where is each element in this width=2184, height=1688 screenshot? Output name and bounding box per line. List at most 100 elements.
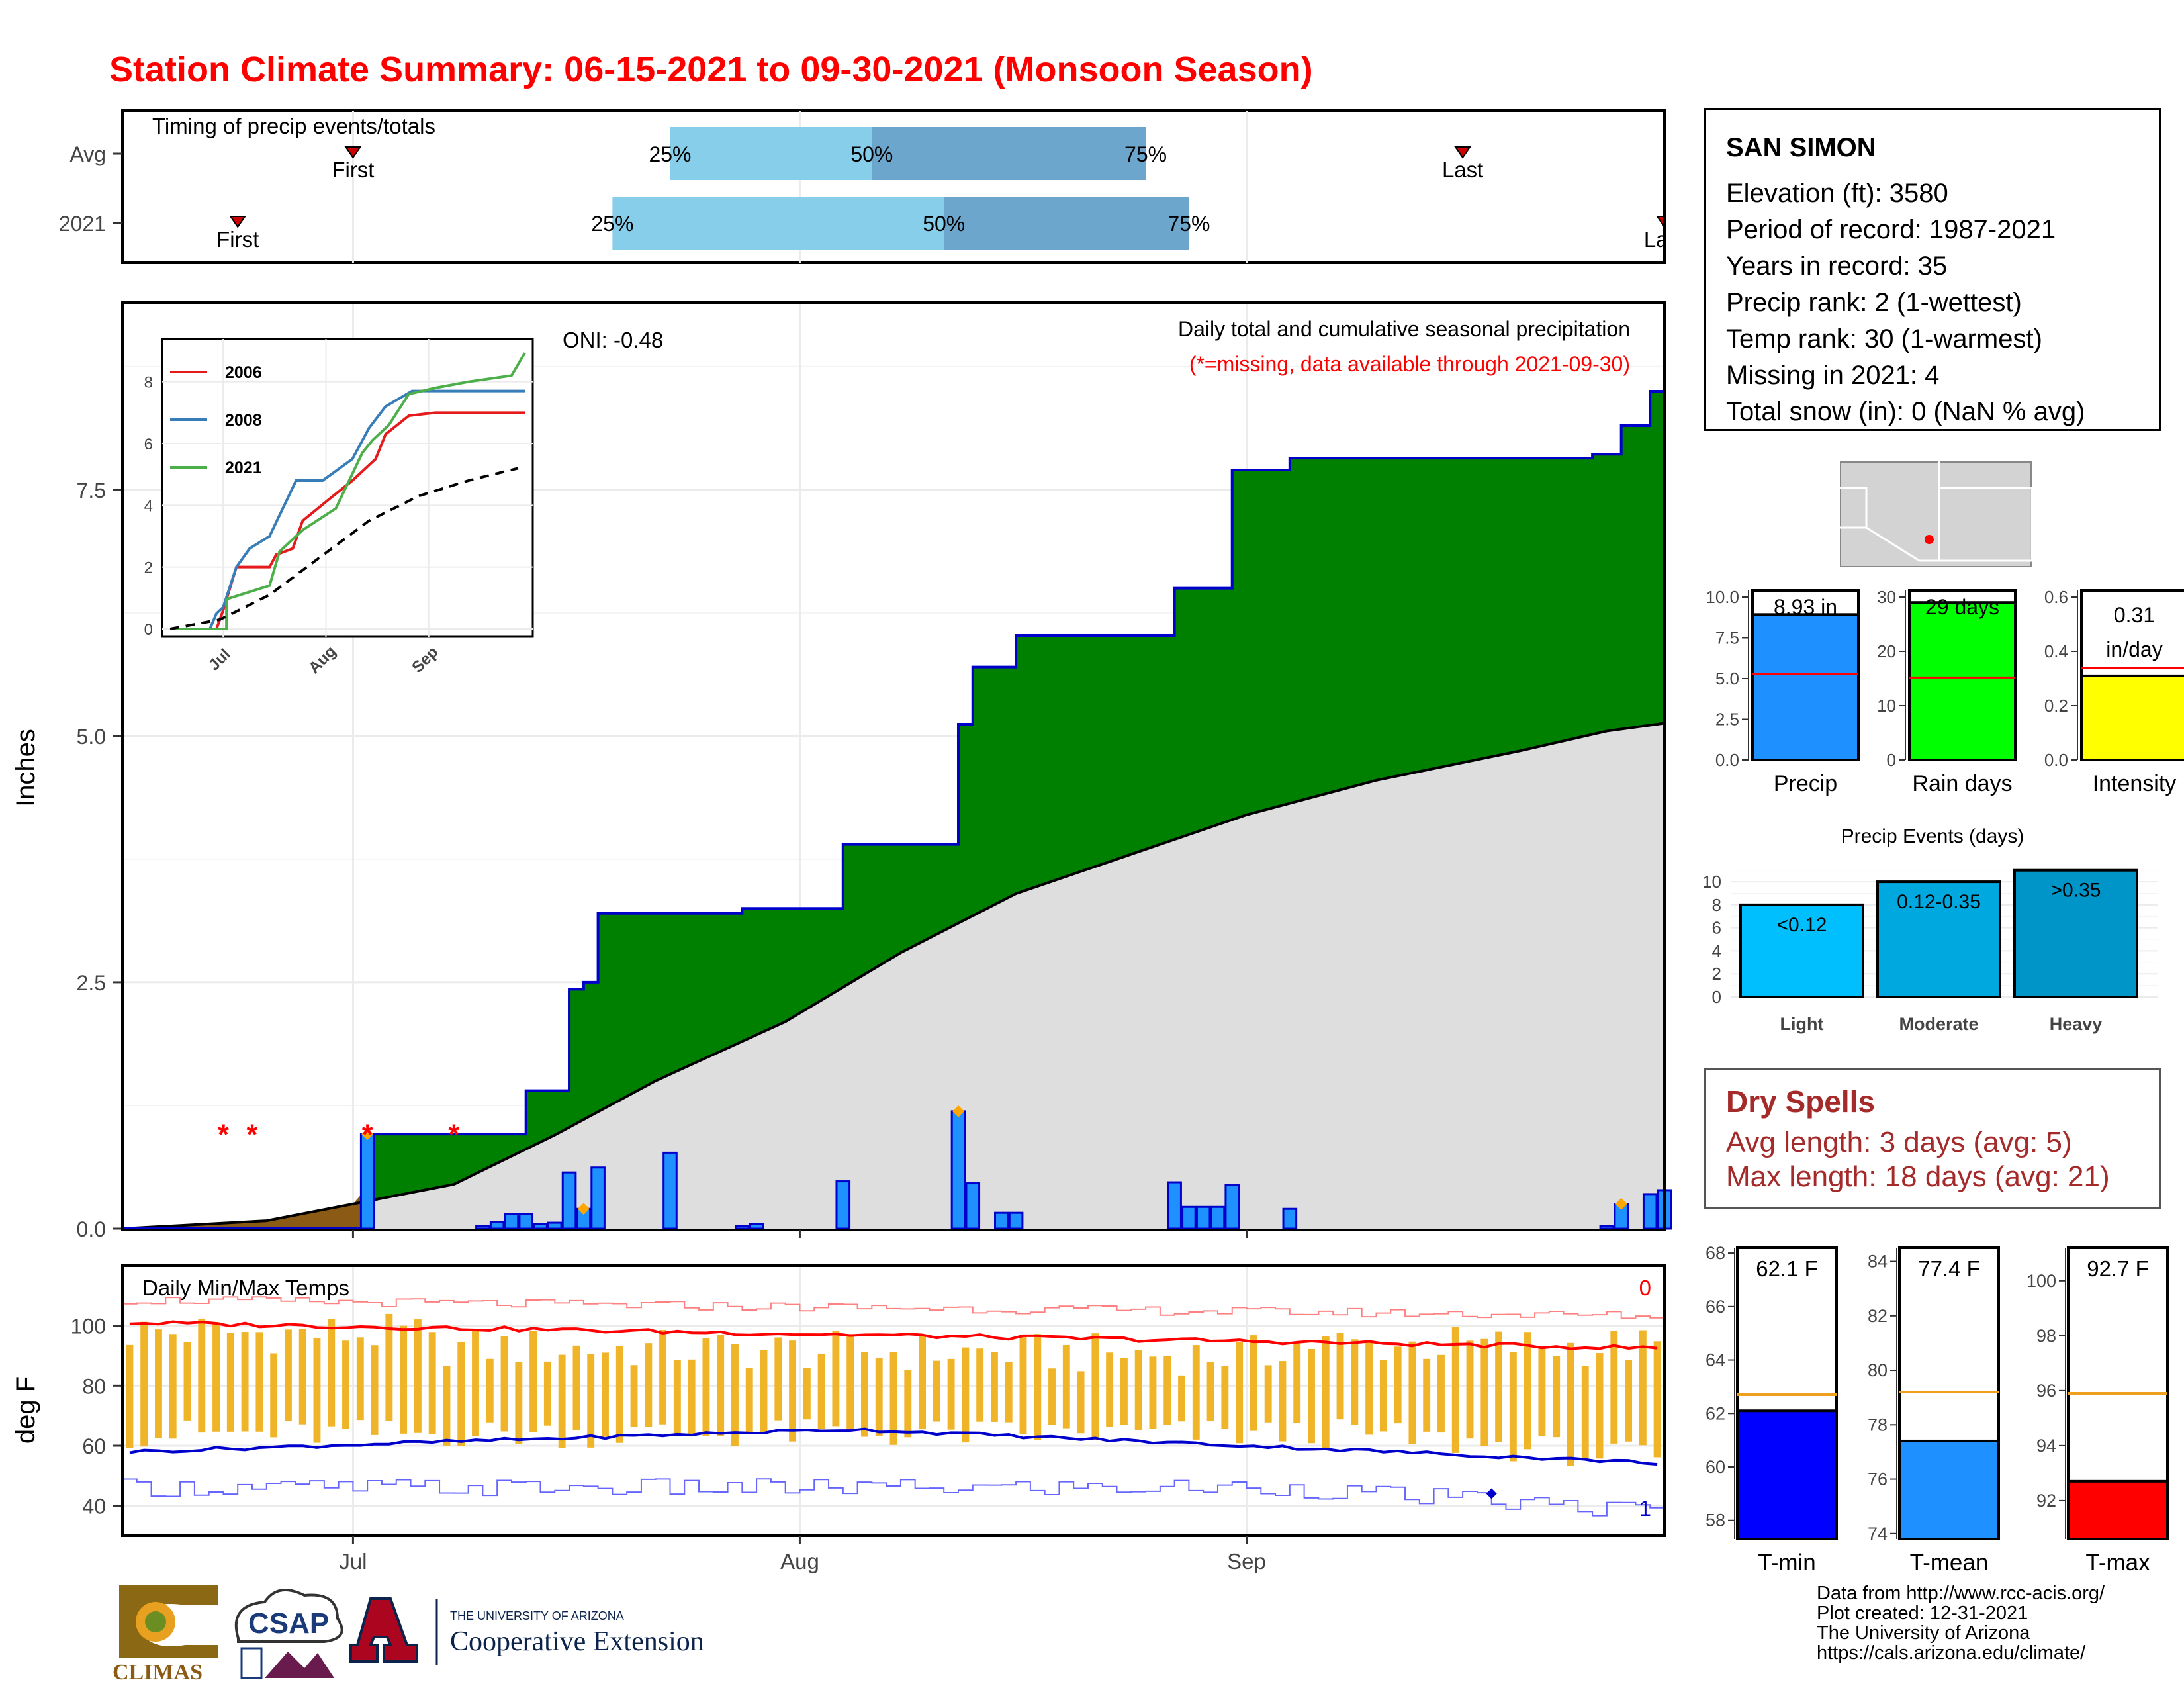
mini-bar-name: Precip (1774, 771, 1837, 796)
station-period: Period of record: 1987-2021 (1726, 215, 2056, 244)
daily-temp-bar (241, 1332, 249, 1432)
daily-temp-bar (572, 1345, 580, 1430)
inset-series-2021 (170, 352, 526, 630)
timing-caption: Timing of precip events/totals (152, 114, 435, 138)
temp-bar-value: 77.4 F (1918, 1256, 1980, 1281)
page-title: Station Climate Summary: 06-15-2021 to 0… (109, 50, 1313, 89)
daily-temp-bar (169, 1334, 177, 1439)
daily-temp-bar (183, 1342, 191, 1421)
daily-temp-bar (702, 1338, 710, 1436)
daily-temp-bar (543, 1361, 551, 1426)
precip-events-chart: Precip Events (days) 0 2 4 6 8 10 <0.12 Light 0.1… (1702, 825, 2158, 1034)
daily-temp-bar (962, 1347, 970, 1443)
avg-low-line (129, 1427, 1658, 1466)
daily-temp-bar (1034, 1334, 1042, 1440)
temp-xtick: Aug (780, 1549, 819, 1573)
temp-bar-name: T-max (2085, 1550, 2150, 1575)
daily-temp-bar (284, 1329, 292, 1422)
temp-bar-tick: 92 (2036, 1491, 2056, 1511)
mini-bar-tick: 0.2 (2044, 696, 2068, 716)
daily-temp-bar (529, 1331, 537, 1432)
daily-temp-bar (904, 1369, 912, 1438)
precip-frame (121, 301, 1666, 1231)
daily-temp-bar (774, 1337, 782, 1421)
daily-temp-bar (328, 1319, 336, 1427)
temp-bar-name: T-min (1758, 1550, 1816, 1575)
temp-bar-tick: 66 (1706, 1297, 1725, 1317)
daily-temp-bar (1351, 1339, 1359, 1425)
timing-box-upper (944, 197, 1189, 250)
credit-url: https://cals.arizona.edu/climate/ (1817, 1642, 2086, 1664)
daily-temp-bar (615, 1346, 623, 1443)
timing-marker-label: First (216, 227, 259, 252)
inset-legend-label: 2021 (225, 459, 262, 477)
daily-temp-bar (587, 1354, 595, 1448)
temp-summary-bars: 58 60 62 64 66 68 62.1 F T-min 74 76 78 80 82 84 77.4 … (1706, 1243, 2169, 1575)
daily-temp-bar (861, 1352, 868, 1437)
daily-temp-bar (428, 1332, 436, 1434)
daily-precip-bar (1167, 1181, 1182, 1230)
daily-temp-bar (1596, 1353, 1604, 1459)
daily-temp-bar (1553, 1356, 1561, 1438)
daily-temp-bar (1236, 1342, 1244, 1444)
precip-ytick: 5.0 (77, 725, 106, 749)
daily-temp-bar (500, 1336, 508, 1432)
daily-precip-bar (735, 1225, 750, 1230)
record-high-count: 0 (1639, 1276, 1651, 1300)
precip-events-category: Light (1780, 1014, 1824, 1034)
daily-temp-bar (990, 1352, 998, 1422)
precip-events-bar-label: 0.12-0.35 (1897, 891, 1981, 913)
record-marker (1615, 1197, 1627, 1210)
timing-pct-label: 75% (1124, 142, 1167, 166)
timing-marker (1454, 146, 1472, 159)
daily-precip-bar (835, 1180, 851, 1230)
timing-pct-label: 25% (591, 212, 633, 236)
daily-temp-bar (645, 1343, 653, 1427)
station-location-marker (1925, 535, 1934, 544)
daily-temp-bar (1336, 1333, 1344, 1420)
daily-temp-bar (1322, 1336, 1330, 1448)
daily-temp-bar (1077, 1371, 1085, 1434)
daily-temp-bar (515, 1362, 523, 1444)
daily-temp-bar (1120, 1358, 1128, 1425)
daily-precip-bar (561, 1171, 577, 1230)
daily-temp-bar (760, 1350, 768, 1434)
temp-bar-T-min (1736, 1409, 1838, 1540)
dry-spells-title: Dry Spells (1726, 1084, 1875, 1119)
daily-precip-bar (749, 1223, 764, 1230)
temp-bar-tick: 100 (2026, 1271, 2056, 1291)
daily-temp-bar (443, 1366, 451, 1446)
csap-logo-text: CSAP (248, 1607, 329, 1640)
credits: Data from http://www.rcc-acis.org/ Plot … (1817, 1583, 2105, 1663)
timing-marker (344, 146, 362, 159)
precip-events-tick: 4 (1712, 941, 1721, 961)
location-map (1840, 461, 2032, 567)
avg-cumulative-line (122, 722, 1665, 1230)
daily-temp-bar (226, 1333, 234, 1432)
daily-temp-bar (1163, 1356, 1171, 1425)
missing-marker: * (218, 1119, 230, 1151)
mini-bar-Intensity (2080, 674, 2184, 761)
daily-temp-bar (1495, 1331, 1503, 1442)
mini-bar-tick: 0.0 (2044, 750, 2068, 770)
daily-precip-bar (533, 1223, 548, 1230)
mini-bar-Rain days (1908, 601, 2017, 762)
daily-precip-bar (1282, 1207, 1298, 1230)
daily-temp-bar (1091, 1333, 1099, 1441)
daily-precip-bar (1195, 1205, 1211, 1230)
temp-caption: Daily Min/Max Temps (142, 1276, 349, 1300)
precip-ytick: 0.0 (77, 1217, 106, 1241)
precip-events-bar-label: >0.35 (2051, 880, 2101, 902)
precip-annotation: Daily total and cumulative seasonal prec… (1178, 317, 1630, 341)
precip-events-title: Precip Events (days) (1841, 825, 2025, 847)
daily-temp-bar (1365, 1340, 1373, 1435)
temp-xtick: Jul (339, 1549, 367, 1573)
daily-temp-bar (1408, 1341, 1416, 1444)
station-missing: Missing in 2021: 4 (1726, 361, 1940, 390)
daily-temp-bar (385, 1313, 393, 1421)
precip-events-bar-label: <0.12 (1777, 914, 1827, 936)
daily-temp-bar (688, 1359, 696, 1436)
timing-pct-label: 75% (1167, 212, 1210, 236)
daily-precip-bar (504, 1213, 520, 1230)
precip-events-bar-Heavy (2013, 868, 2138, 999)
